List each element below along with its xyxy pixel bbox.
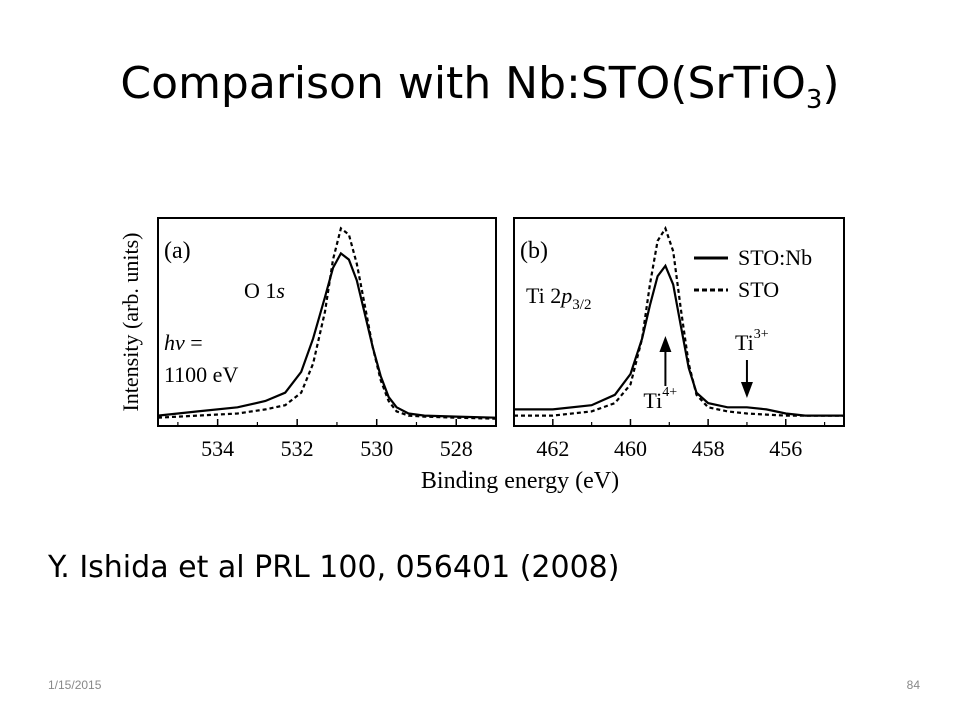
slide-title-subscript: 3 bbox=[805, 85, 823, 115]
panel-b-x-tick-label: 458 bbox=[692, 436, 725, 461]
panel-a-series-sto-nb-line bbox=[157, 251, 497, 419]
panel-a-series-sto-line bbox=[157, 226, 497, 420]
slide-title-main: Comparison with Nb:STO(SrTiO bbox=[120, 58, 806, 109]
panel-b-series-sto-line bbox=[514, 225, 844, 417]
citation: Y. Ishida et al PRL 100, 056401 (2008) bbox=[48, 550, 620, 585]
legend-label-sto-nb: STO:Nb bbox=[738, 245, 812, 270]
panel-a-ticks: 534 532 530 528 bbox=[177, 419, 497, 461]
panel-a-x-tick-label: 528 bbox=[440, 436, 473, 461]
panel-b-ticks: 462 460 458 456 bbox=[513, 419, 826, 461]
y-axis-label: Intensity (arb. units) bbox=[118, 232, 143, 411]
panel-a-label: (a) bbox=[164, 238, 191, 264]
ti3-arrow-head bbox=[740, 382, 753, 398]
panel-b-x-tick-label: 460 bbox=[614, 436, 647, 461]
panel-a-x-tick-label: 534 bbox=[201, 436, 234, 461]
footer-date: 1/15/2015 bbox=[48, 678, 102, 692]
panel-b-series-sto-nb-line bbox=[514, 263, 844, 417]
panel-a-x-tick-label: 532 bbox=[281, 436, 314, 461]
panel-b-frame bbox=[513, 217, 845, 427]
page-number: 84 bbox=[906, 678, 920, 692]
photon-energy-annotation: hν = bbox=[164, 330, 203, 355]
panel-a-x-tick-label: 530 bbox=[360, 436, 393, 461]
panel-b-label: (b) bbox=[520, 238, 548, 264]
panel-b-x-tick-label: 462 bbox=[536, 436, 569, 461]
x-axis-label: Binding energy (eV) bbox=[421, 468, 619, 494]
slide-title: Comparison with Nb:STO(SrTiO3) bbox=[0, 58, 960, 113]
panel-b-x-tick-label: 456 bbox=[769, 436, 802, 461]
panel-a-peak-label: O 1s bbox=[244, 278, 285, 303]
legend-label-sto: STO bbox=[738, 277, 779, 302]
xps-figure: 534 532 530 528 462 460 458 456 Intensity (arb… bbox=[118, 217, 845, 494]
slide-title-end: ) bbox=[822, 58, 840, 109]
panel-a-frame bbox=[157, 217, 497, 427]
photon-energy-value: 1100 eV bbox=[164, 362, 238, 387]
ti4-arrow-head bbox=[659, 336, 672, 352]
ti3-label: Ti3+ bbox=[735, 327, 769, 355]
ti4-label: Ti4+ bbox=[643, 385, 677, 413]
panel-b-peak-label: Ti 2p3/2 bbox=[526, 283, 591, 313]
